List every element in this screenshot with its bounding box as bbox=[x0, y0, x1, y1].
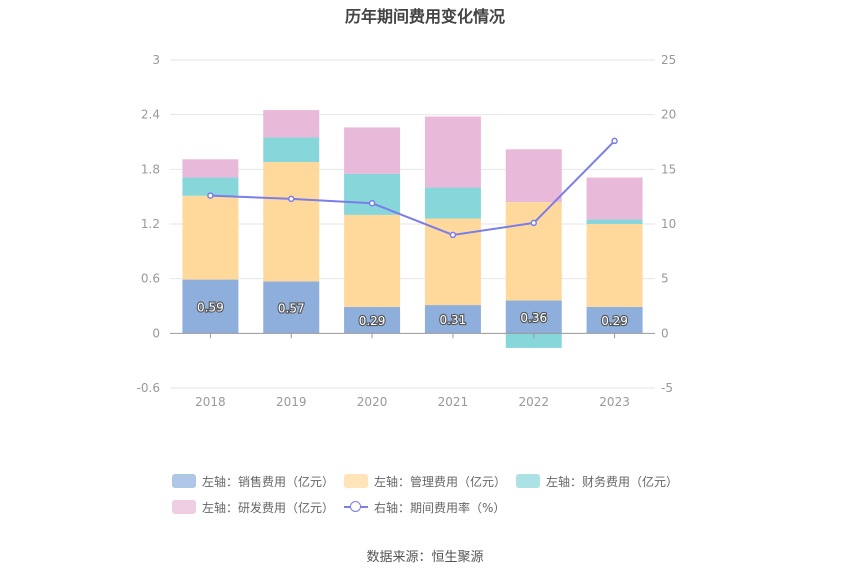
rate-point bbox=[368, 199, 376, 207]
legend-label: 左轴：财务费用（亿元） bbox=[546, 474, 679, 489]
left-axis-tick-label: 2.4 bbox=[141, 108, 160, 122]
x-axis-tick-label: 2021 bbox=[438, 395, 469, 409]
bar-左轴研发费用亿元-2020 bbox=[344, 127, 401, 174]
bar-series bbox=[182, 110, 643, 348]
bar-左轴研发费用亿元-2023 bbox=[586, 177, 643, 220]
axes: -0.6 0 0.6 1.2 1.8 2.4 3 -5 0 5 10 15 20 25 2018 2019 20… bbox=[137, 53, 677, 409]
bar-左轴销售费用亿元-2018 bbox=[182, 279, 239, 334]
legend-swatch bbox=[172, 500, 196, 514]
legend-swatch bbox=[516, 474, 541, 488]
rate-point bbox=[288, 195, 295, 203]
bar-data-label: 0.36 bbox=[520, 311, 547, 325]
legend-swatch bbox=[344, 474, 369, 488]
bar-data-label: 0.31 bbox=[440, 313, 467, 327]
bar-左轴管理费用亿元-2020 bbox=[344, 214, 401, 307]
bar-左轴销售费用亿元-2023 bbox=[586, 306, 643, 334]
bar-左轴财务费用亿元-2023 bbox=[586, 219, 643, 224]
right-axis-tick-label: 0 bbox=[661, 326, 669, 340]
data-labels: 0.59 0.57 0.29 0.31 0.36 0.29 bbox=[196, 299, 629, 329]
rate-point bbox=[207, 192, 214, 199]
left-axis-tick-label: 0.6 bbox=[141, 272, 160, 286]
bar-左轴研发费用亿元-2022 bbox=[505, 149, 562, 203]
legend-item[interactable]: 左轴：管理费用（亿元） bbox=[344, 471, 506, 491]
bar-左轴销售费用亿元-2020 bbox=[344, 306, 401, 334]
bar-左轴销售费用亿元-2022 bbox=[505, 300, 562, 334]
rate-point bbox=[611, 137, 618, 145]
legend-label: 左轴：销售费用（亿元） bbox=[202, 474, 335, 489]
bar-左轴管理费用亿元-2018 bbox=[182, 195, 239, 280]
left-axis-tick-label: 1.2 bbox=[141, 217, 160, 231]
bar-左轴研发费用亿元-2018 bbox=[182, 159, 239, 178]
right-axis-tick-label: 5 bbox=[661, 272, 669, 286]
bar-左轴财务费用亿元-2021 bbox=[424, 187, 481, 219]
bar-左轴财务费用亿元-2020 bbox=[344, 173, 401, 215]
bar-左轴财务费用亿元-2018 bbox=[182, 177, 239, 196]
right-axis-tick-label: -5 bbox=[661, 381, 673, 395]
legend-swatch bbox=[172, 474, 196, 488]
bar-左轴销售费用亿元-2019 bbox=[263, 281, 320, 334]
bar-左轴研发费用亿元-2021 bbox=[424, 116, 481, 188]
bar-左轴管理费用亿元-2022 bbox=[505, 202, 562, 301]
bar-左轴财务费用亿元-2019 bbox=[263, 137, 320, 163]
legend-line-marker bbox=[344, 500, 369, 514]
bar-左轴研发费用亿元-2019 bbox=[263, 110, 320, 138]
x-axis-tick-label: 2019 bbox=[276, 395, 307, 409]
legend-item[interactable]: 左轴：研发费用（亿元） bbox=[172, 497, 334, 517]
left-axis-tick-label: 3 bbox=[152, 53, 160, 67]
bar-data-label: 0.59 bbox=[197, 300, 224, 314]
rate-line bbox=[210, 140, 616, 236]
rate-line-series bbox=[207, 137, 618, 239]
x-axis-tick-label: 2020 bbox=[357, 395, 388, 409]
x-axis-tick-label: 2022 bbox=[518, 395, 549, 409]
rate-point bbox=[449, 231, 457, 239]
legend-item[interactable]: 左轴：财务费用（亿元） bbox=[516, 471, 678, 491]
legend: 左轴：销售费用（亿元） 左轴：管理费用（亿元） 左轴：财务费用（亿元） 左轴：研发费用… bbox=[172, 471, 692, 523]
grid-lines bbox=[170, 59, 655, 389]
data-source-note: 数据来源：恒生聚源 bbox=[366, 550, 484, 565]
bar-左轴财务费用亿元-2022 bbox=[505, 333, 562, 348]
legend-label: 左轴：研发费用（亿元） bbox=[202, 500, 335, 515]
left-axis-tick-label: 1.8 bbox=[141, 162, 160, 176]
right-axis-tick-label: 25 bbox=[661, 53, 676, 67]
right-axis-tick-label: 10 bbox=[661, 217, 676, 231]
right-axis-tick-label: 20 bbox=[661, 108, 676, 122]
bar-左轴管理费用亿元-2023 bbox=[586, 224, 643, 307]
rate-point bbox=[530, 219, 537, 227]
legend-label: 右轴：期间费用率（%） bbox=[374, 500, 506, 515]
bar-data-label: 0.29 bbox=[359, 314, 386, 328]
x-axis-tick-label: 2023 bbox=[599, 395, 630, 409]
legend-item[interactable]: 右轴：期间费用率（%） bbox=[344, 497, 505, 517]
chart-title: 历年期间费用变化情况 bbox=[344, 7, 505, 26]
left-axis-tick-label: -0.6 bbox=[137, 381, 160, 395]
legend-label: 左轴：管理费用（亿元） bbox=[374, 474, 507, 489]
bar-data-label: 0.29 bbox=[601, 314, 628, 328]
left-axis-tick-label: 0 bbox=[152, 326, 160, 340]
x-axis-tick-label: 2018 bbox=[195, 395, 226, 409]
bar-左轴销售费用亿元-2021 bbox=[424, 305, 481, 334]
bar-data-label: 0.57 bbox=[278, 301, 305, 315]
bar-左轴管理费用亿元-2019 bbox=[263, 162, 320, 282]
legend-item[interactable]: 左轴：销售费用（亿元） bbox=[172, 471, 334, 491]
right-axis-tick-label: 15 bbox=[661, 162, 676, 176]
